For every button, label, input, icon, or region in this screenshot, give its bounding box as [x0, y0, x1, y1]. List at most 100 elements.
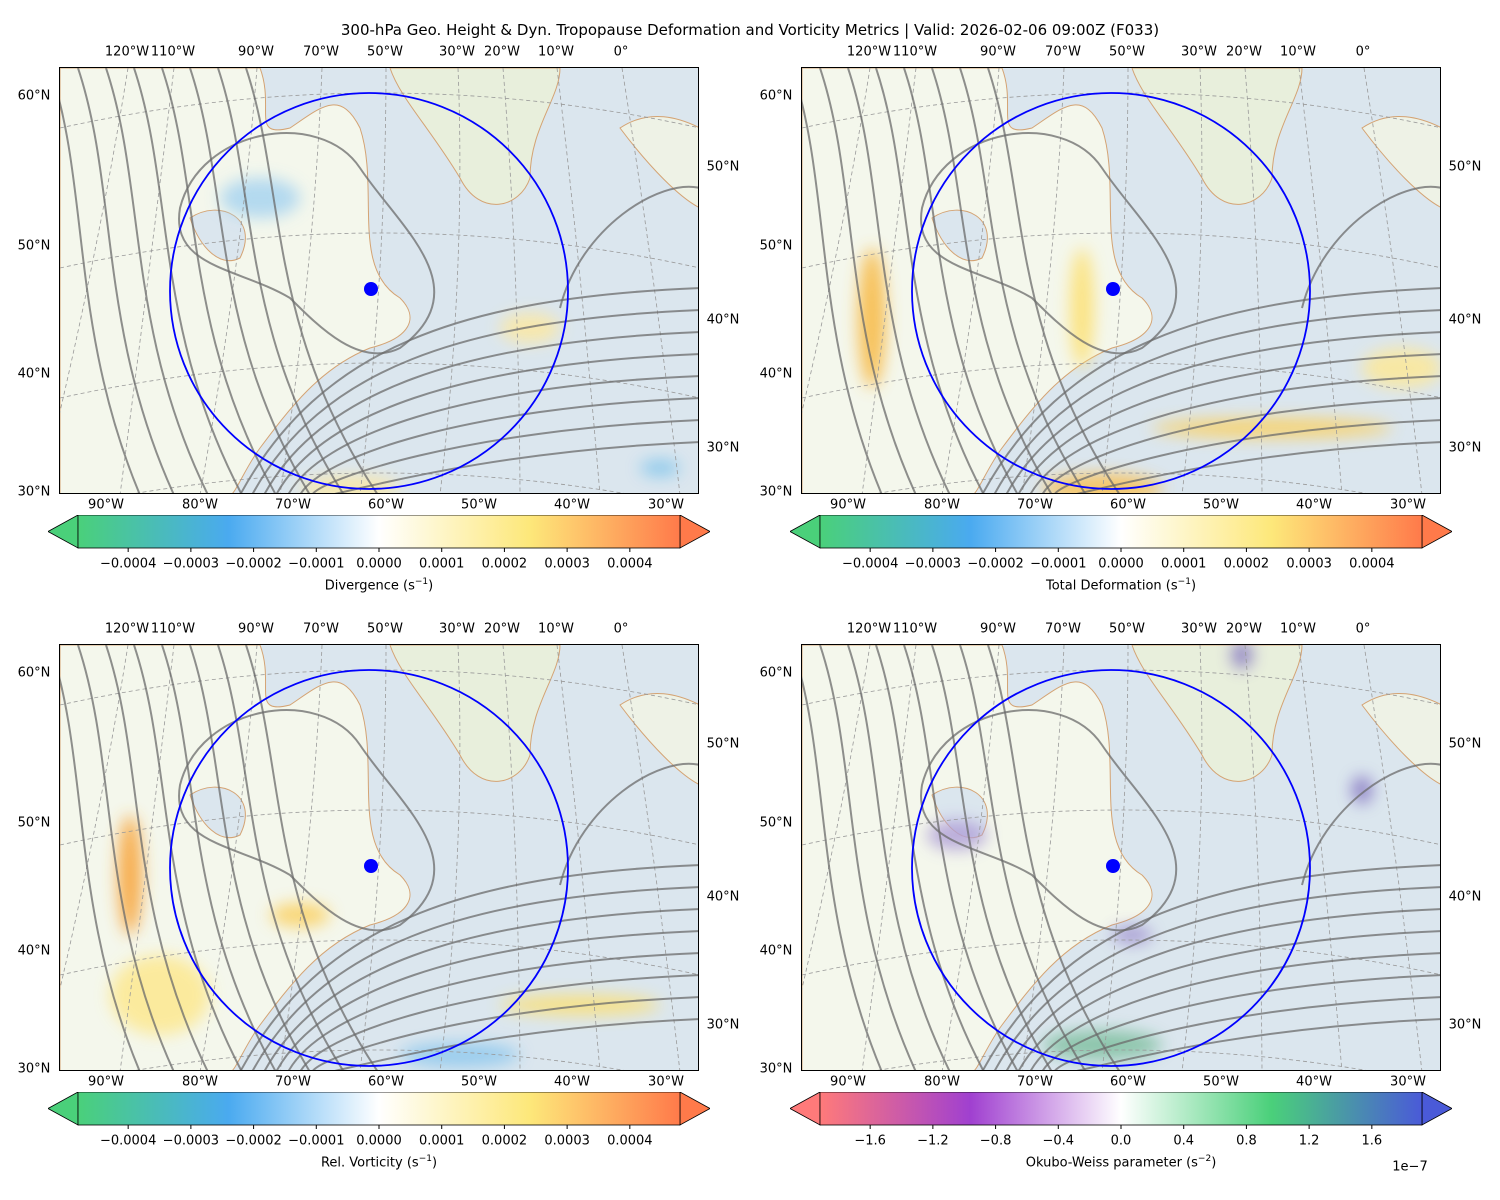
meridian-gridline — [60, 645, 129, 991]
colorbar-gradient — [819, 1092, 1423, 1126]
bottom-lon-label: 40°W — [1296, 497, 1332, 513]
colorbar-tick-label: −0.0003 — [904, 556, 962, 572]
top-lon-label: 110°W — [892, 621, 938, 637]
top-lon-label: 30°W — [1181, 44, 1217, 60]
left-lat-label: 60°N — [17, 88, 51, 104]
north-america-land — [802, 68, 1153, 493]
height-contour — [1006, 908, 1440, 1070]
bottom-lon-label: 50°W — [461, 497, 497, 513]
height-contour — [1042, 397, 1440, 493]
meridian-gridline — [502, 645, 521, 1070]
bottom-lon-label: 50°W — [1203, 1074, 1239, 1090]
left-lat-label: 30°N — [17, 484, 51, 500]
top-lon-label: 90°W — [238, 621, 274, 637]
height-contour — [959, 68, 1086, 493]
left-lat-label: 40°N — [759, 943, 793, 959]
parallel-gridline — [877, 472, 1367, 493]
meridian-gridline — [1244, 645, 1263, 1070]
field-anomaly — [927, 820, 987, 850]
field-anomaly — [400, 1043, 520, 1067]
bottom-lon-label: 80°W — [182, 497, 218, 513]
bottom-lon-label: 60°W — [1110, 1074, 1146, 1090]
meridian-gridline — [439, 68, 461, 493]
height-contour — [1054, 996, 1440, 1070]
top-lon-label: 0° — [1355, 621, 1371, 637]
colorbar-extend-min — [790, 1092, 821, 1126]
colorbar-tick-label: 0.0 — [1110, 1133, 1132, 1149]
height-contour — [802, 676, 883, 1070]
bottom-lon-label: 70°W — [275, 1074, 311, 1090]
height-contour — [133, 645, 243, 1070]
top-lon-label: 10°W — [538, 44, 574, 60]
colorbar-title-end: ) — [431, 1155, 438, 1171]
colorbar-tick-label: 0.0000 — [356, 556, 402, 572]
colorbar-title-end: ) — [1211, 1155, 1217, 1171]
field-shading — [110, 815, 660, 1067]
top-lon-label: 70°W — [1045, 621, 1081, 637]
top-lon-label: 120°W — [846, 621, 892, 637]
colorbar-extend-min — [790, 515, 821, 549]
height-contour — [264, 908, 698, 1070]
height-contour — [802, 99, 883, 493]
bottom-lon-label: 40°W — [554, 1074, 590, 1090]
height-contour — [161, 645, 277, 1070]
parallel-gridline — [60, 809, 698, 846]
map-canvas — [802, 68, 1440, 493]
height-contour — [251, 309, 698, 493]
top-lon-label: 20°W — [1226, 621, 1262, 637]
bottom-lon-label: 90°W — [88, 1074, 124, 1090]
colorbar-gradient — [77, 1092, 681, 1126]
right-lat-label: 30°N — [706, 440, 740, 456]
left-lat-label: 30°N — [759, 1061, 793, 1077]
height-contour — [819, 68, 917, 493]
right-lat-label: 40°N — [706, 312, 740, 328]
meridian-gridline — [1244, 68, 1263, 493]
height-contour — [1054, 419, 1440, 493]
top-lon-label: 120°W — [846, 44, 892, 60]
map-panel-total_deformation — [801, 67, 1441, 494]
height-contour — [903, 645, 1019, 1070]
center-point-marker — [1106, 859, 1120, 873]
bottom-lon-label: 30°W — [1390, 1074, 1426, 1090]
bottom-lon-label: 30°W — [1390, 497, 1426, 513]
colorbar-tick-label: −0.0001 — [1030, 556, 1087, 572]
colorbar-title-exponent: −2 — [1197, 1154, 1212, 1164]
height-contour — [60, 99, 141, 493]
height-contour — [189, 68, 310, 493]
colorbar-tick-label: 0.0000 — [1098, 556, 1144, 572]
north-america-land — [60, 68, 411, 493]
parallel-gridline — [60, 232, 698, 269]
height-contour — [993, 309, 1440, 493]
center-point-marker — [364, 859, 378, 873]
left-lat-label: 30°N — [759, 484, 793, 500]
colorbar-tick-label: 0.0003 — [1286, 556, 1332, 572]
right-lat-label: 50°N — [706, 159, 740, 175]
colorbar-extend-max — [1421, 1092, 1452, 1126]
analysis-radius-circle — [169, 669, 569, 1067]
right-lat-label: 30°N — [1448, 440, 1482, 456]
top-lon-label: 20°W — [484, 621, 520, 637]
height-contour — [1018, 930, 1440, 1070]
colorbar-title: Total Deformation (s−1) — [1046, 577, 1196, 593]
height-contour — [931, 68, 1052, 493]
colorbar-title-text: Okubo-Weiss parameter (s — [1025, 1155, 1198, 1171]
right-lat-label: 40°N — [706, 889, 740, 905]
colorbar — [48, 1092, 710, 1129]
colorbar-tick-label: −0.0001 — [288, 1133, 345, 1149]
field-anomaly — [270, 903, 330, 927]
colorbar-tick-label: −0.0002 — [225, 1133, 282, 1149]
height-contour — [903, 68, 1019, 493]
height-contour — [1030, 375, 1440, 493]
bottom-lon-label: 80°W — [924, 497, 960, 513]
field-anomaly — [858, 248, 886, 388]
field-anomaly — [640, 460, 680, 476]
colorbar-tick-label: 0.0004 — [607, 556, 653, 572]
europe-land — [619, 692, 698, 785]
bottom-lon-label: 30°W — [648, 497, 684, 513]
bottom-lon-label: 70°W — [275, 497, 311, 513]
north-america-land — [802, 645, 1153, 1070]
height-contour — [1301, 762, 1440, 886]
bottom-lon-label: 80°W — [182, 1074, 218, 1090]
top-lon-label: 30°W — [439, 44, 475, 60]
meridian-gridline — [60, 68, 129, 414]
